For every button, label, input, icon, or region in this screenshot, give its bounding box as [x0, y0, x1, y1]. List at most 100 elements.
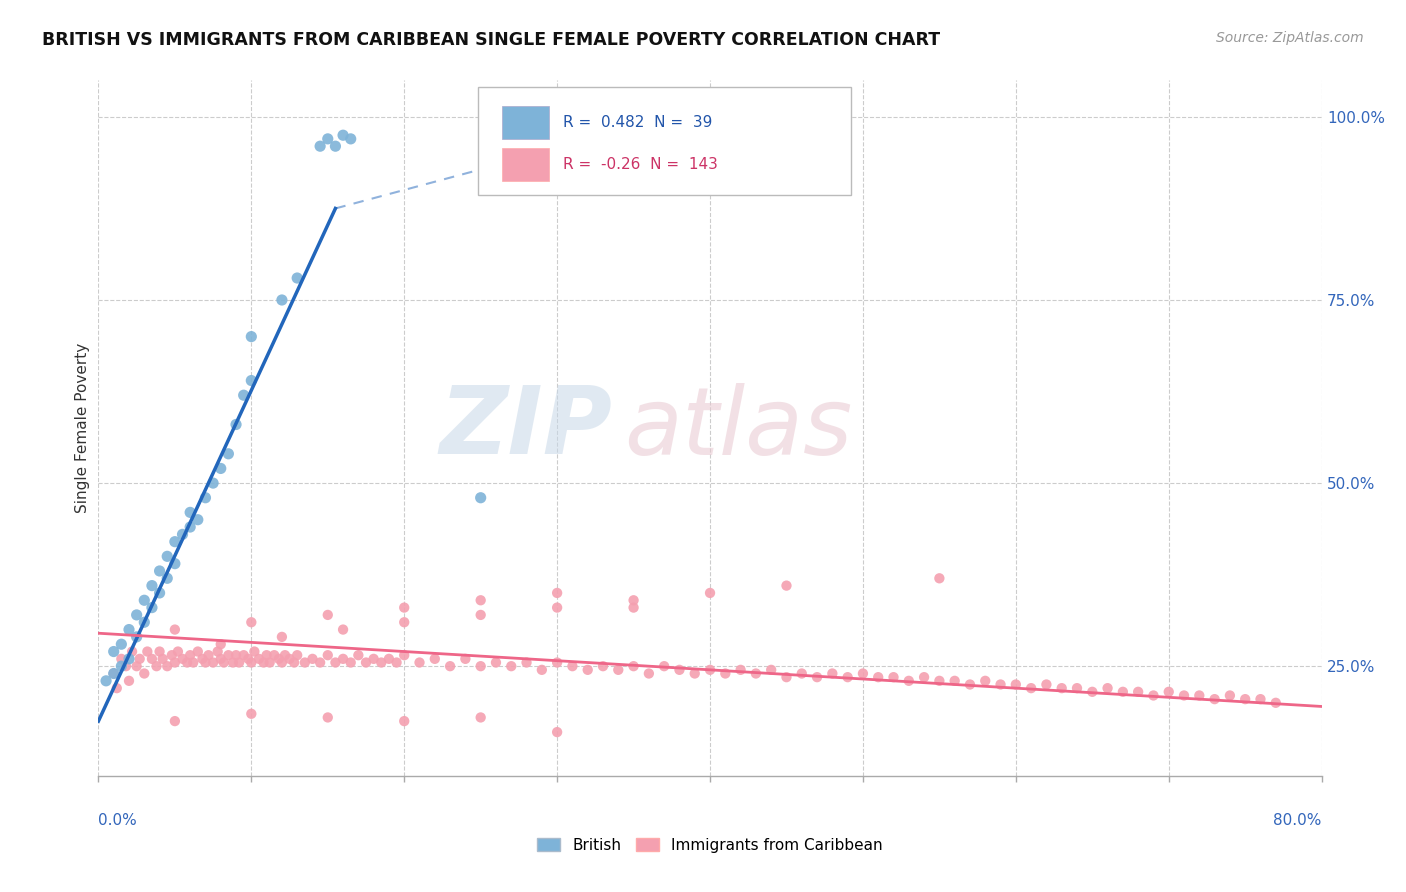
Point — [354, 656, 377, 670]
Point — [1173, 689, 1195, 703]
Point — [160, 648, 183, 663]
Point — [928, 673, 950, 688]
Point — [637, 666, 661, 681]
Point — [1142, 689, 1164, 703]
Point — [912, 670, 935, 684]
Point — [1128, 685, 1150, 699]
Point — [370, 656, 392, 670]
Point — [163, 656, 186, 670]
Point — [209, 637, 232, 651]
Point — [546, 586, 568, 600]
Point — [1204, 692, 1226, 706]
Text: R =  -0.26  N =  143: R = -0.26 N = 143 — [564, 157, 718, 172]
Point — [423, 652, 446, 666]
Point — [868, 670, 890, 684]
Point — [202, 476, 225, 491]
Point — [607, 663, 630, 677]
Point — [141, 652, 163, 666]
Point — [270, 293, 292, 307]
Text: BRITISH VS IMMIGRANTS FROM CARIBBEAN SINGLE FEMALE POVERTY CORRELATION CHART: BRITISH VS IMMIGRANTS FROM CARIBBEAN SIN… — [42, 31, 941, 49]
Point — [285, 271, 308, 285]
Point — [1004, 677, 1026, 691]
FancyBboxPatch shape — [502, 106, 548, 139]
Point — [392, 714, 416, 728]
Point — [222, 656, 245, 670]
Point — [240, 329, 263, 343]
Point — [217, 648, 239, 663]
Point — [1249, 692, 1271, 706]
Point — [470, 659, 492, 673]
Point — [134, 593, 156, 607]
Point — [141, 600, 163, 615]
Point — [163, 534, 186, 549]
Point — [285, 648, 308, 663]
Point — [243, 644, 266, 658]
Point — [576, 663, 599, 677]
Point — [274, 648, 297, 663]
Point — [623, 600, 645, 615]
Point — [530, 663, 553, 677]
Text: ZIP: ZIP — [439, 382, 612, 475]
Point — [592, 659, 614, 673]
Y-axis label: Single Female Poverty: Single Female Poverty — [75, 343, 90, 513]
Point — [136, 644, 159, 658]
Point — [730, 663, 752, 677]
Point — [212, 656, 235, 670]
Point — [209, 461, 232, 475]
Point — [546, 600, 568, 615]
Point — [392, 648, 416, 663]
Point — [232, 648, 254, 663]
Point — [470, 491, 492, 505]
Point — [516, 656, 538, 670]
Point — [225, 648, 247, 663]
Point — [103, 644, 125, 658]
Point — [163, 714, 186, 728]
Point — [163, 623, 186, 637]
Point — [267, 652, 290, 666]
Point — [187, 644, 209, 658]
Point — [363, 652, 385, 666]
Point — [156, 571, 179, 585]
Point — [1035, 677, 1057, 691]
Point — [1050, 681, 1073, 695]
Point — [821, 666, 844, 681]
Point — [806, 670, 828, 684]
Point — [263, 648, 285, 663]
Point — [149, 564, 172, 578]
Point — [134, 615, 156, 630]
Point — [1157, 685, 1180, 699]
Point — [392, 615, 416, 630]
Point — [470, 710, 492, 724]
Point — [240, 706, 263, 721]
Point — [125, 630, 148, 644]
Point — [103, 666, 125, 681]
Point — [232, 388, 254, 402]
Point — [1234, 692, 1257, 706]
Point — [775, 579, 797, 593]
Point — [105, 681, 128, 695]
Point — [546, 725, 568, 739]
Text: atlas: atlas — [624, 383, 852, 474]
Point — [470, 607, 492, 622]
Point — [125, 659, 148, 673]
Point — [209, 652, 232, 666]
Point — [194, 656, 217, 670]
Point — [118, 652, 141, 666]
Point — [699, 586, 721, 600]
Point — [316, 132, 339, 146]
Text: R =  0.482  N =  39: R = 0.482 N = 39 — [564, 115, 713, 130]
Point — [1264, 696, 1286, 710]
Point — [332, 623, 354, 637]
Point — [145, 659, 167, 673]
Point — [1019, 681, 1042, 695]
Point — [94, 673, 117, 688]
Text: Source: ZipAtlas.com: Source: ZipAtlas.com — [1216, 31, 1364, 45]
Point — [316, 710, 339, 724]
Point — [1081, 685, 1104, 699]
Point — [270, 656, 292, 670]
Point — [179, 520, 201, 534]
Point — [240, 374, 263, 388]
Point — [699, 663, 721, 677]
Point — [141, 579, 163, 593]
Point — [172, 527, 194, 541]
